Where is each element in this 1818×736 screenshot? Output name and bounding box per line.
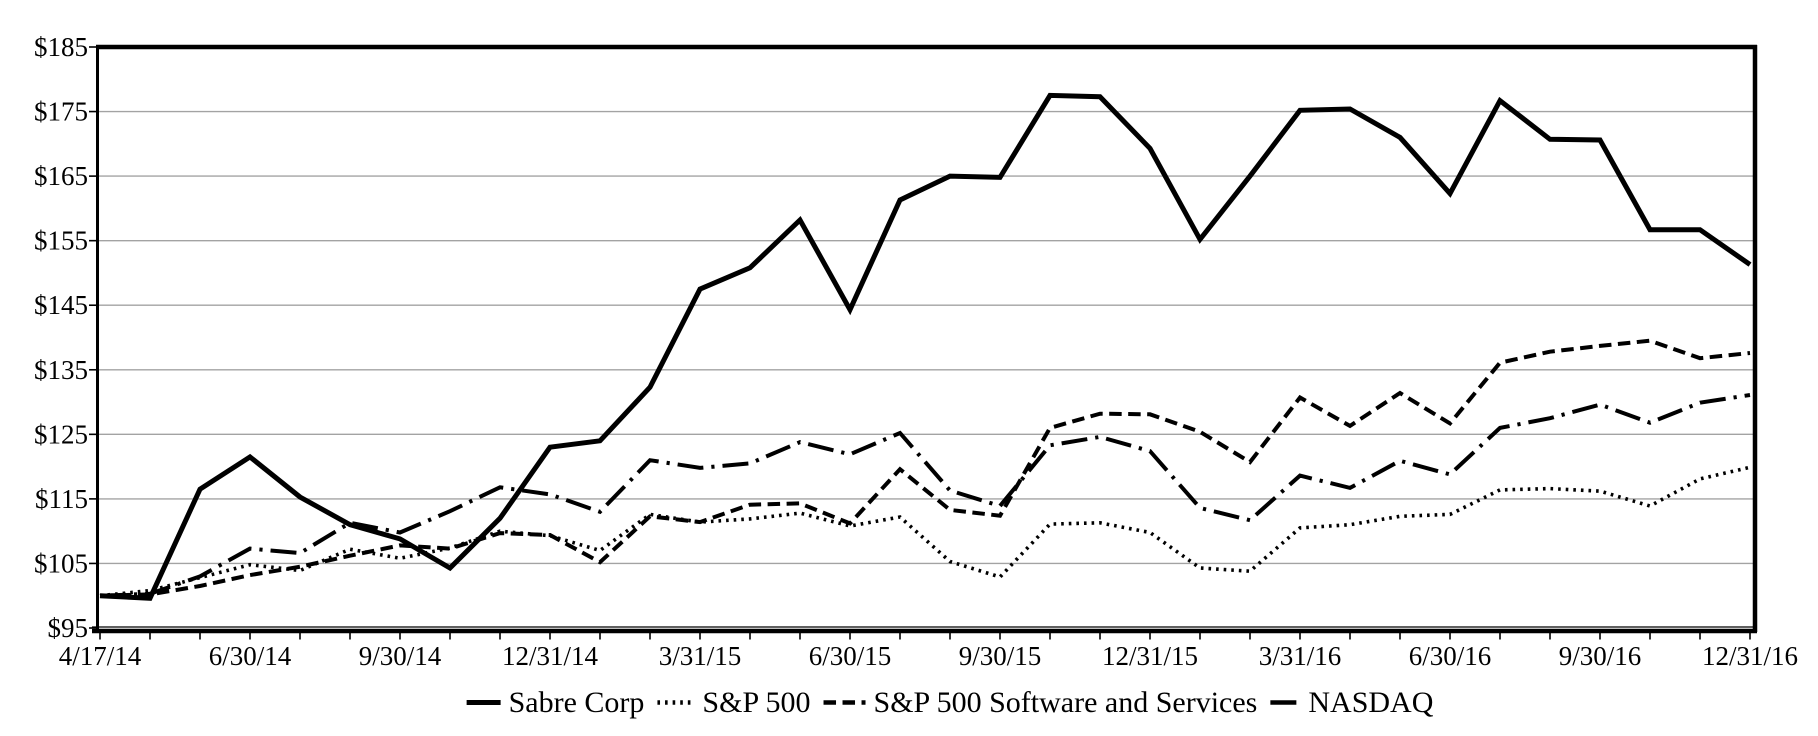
x-axis-labels: 4/17/14 6/30/14 9/30/14 12/31/14 3/31/15 6/30… [59,641,1798,671]
legend-item: Sabre Corp [466,686,645,719]
y-axis-labels: $95 $105 $115 $125 $135 $145 $155 $165 $175 $185 [34,32,88,643]
y-tick-label: $105 [34,548,88,578]
plot-frame [92,44,1758,634]
series-line-sabre-corp [99,92,1752,601]
x-tick-label: 9/30/15 [959,641,1042,671]
y-tick-label: $185 [34,32,88,62]
legend-label: NASDAQ [1308,686,1433,719]
y-tick-label: $155 [34,226,88,256]
x-tick-label: 3/31/16 [1259,641,1342,671]
y-tick-label: $95 [48,613,89,643]
x-tick-label: 12/31/15 [1102,641,1198,671]
x-tick-label: 9/30/14 [359,641,442,671]
legend-item: S&P 500 Software and Services [823,686,1258,719]
y-tick-label: $135 [34,355,88,385]
series-line-nasdaq [99,393,1751,598]
y-tick-label: $175 [34,97,88,127]
x-tick-label: 9/30/16 [1559,641,1642,671]
series-line-s-p-500-software-and-services [99,338,1751,598]
y-tick-label: $115 [35,484,88,514]
x-tick-label: 12/31/16 [1702,641,1798,671]
series-line-s-p-500 [99,465,1751,598]
legend-label: S&P 500 [702,686,810,719]
legend-item: S&P 500 [657,686,811,719]
x-tick-label: 4/17/14 [59,641,142,671]
x-tick-label: 6/30/14 [209,641,292,671]
legend-label: Sabre Corp [509,686,645,719]
legend: Sabre Corp S&P 500 S&P 500 Software and Se… [466,686,1434,719]
y-axis-ticks [89,46,97,629]
x-tick-label: 12/31/14 [502,641,599,671]
series-lines [99,92,1752,601]
y-tick-label: $145 [34,290,88,320]
x-tick-label: 6/30/16 [1409,641,1492,671]
x-tick-label: 3/31/15 [659,641,742,671]
y-tick-label: $125 [34,419,88,449]
legend-label: S&P 500 Software and Services [874,686,1258,719]
x-axis-ticks [99,631,1751,640]
x-tick-label: 6/30/15 [809,641,892,671]
y-tick-label: $165 [34,161,88,191]
gridlines [98,110,1753,565]
legend-item: NASDAQ [1270,686,1434,719]
